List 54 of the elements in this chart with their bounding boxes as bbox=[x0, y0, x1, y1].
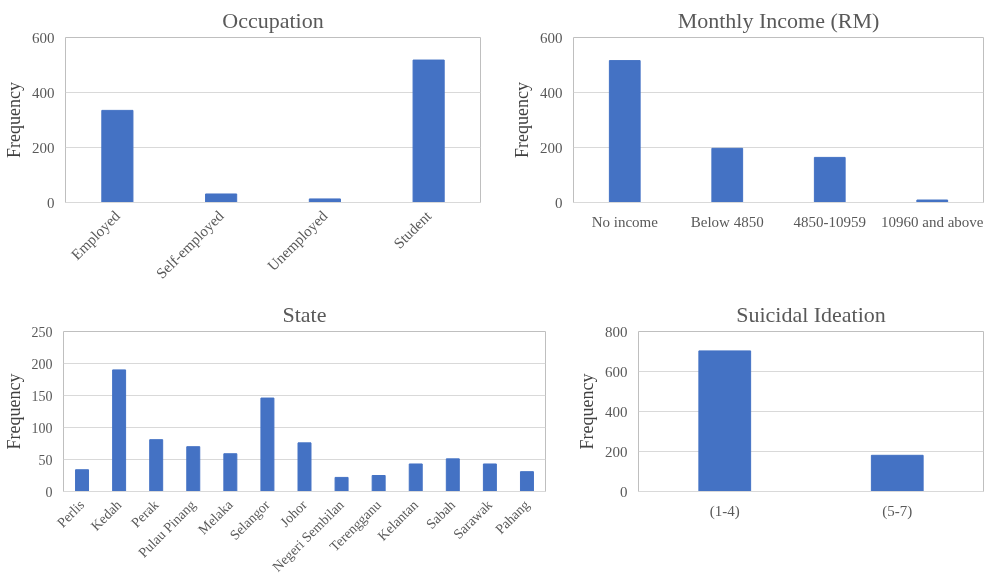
chart-title: Monthly Income (RM) bbox=[677, 7, 880, 33]
chart-title: Occupation bbox=[222, 7, 324, 33]
y-tick-label: 0 bbox=[620, 483, 628, 500]
y-tick-label: 0 bbox=[555, 194, 563, 211]
y-tick-label: 200 bbox=[31, 356, 53, 372]
y-tick-label: 150 bbox=[31, 388, 53, 404]
bar bbox=[412, 59, 445, 203]
y-tick-label: 200 bbox=[32, 139, 55, 156]
bar bbox=[112, 369, 127, 492]
bar bbox=[813, 156, 846, 203]
bar bbox=[519, 471, 534, 492]
y-axis-title: Frequency bbox=[4, 82, 24, 158]
y-tick-label: 0 bbox=[45, 484, 53, 500]
bar bbox=[334, 476, 349, 492]
y-axis-title: Frequency bbox=[577, 373, 597, 450]
y-axis-title: Frequency bbox=[512, 82, 532, 158]
bar bbox=[445, 458, 460, 492]
y-tick-label: 600 bbox=[540, 29, 563, 46]
bar bbox=[608, 60, 641, 203]
x-tick-label: 10960 and above bbox=[881, 213, 984, 230]
bar bbox=[223, 453, 238, 492]
x-tick-label: (1-4) bbox=[709, 502, 740, 520]
y-axis-title: Frequency bbox=[3, 373, 24, 450]
x-tick-label: Below 4850 bbox=[690, 213, 764, 230]
y-tick-label: 50 bbox=[38, 452, 53, 468]
y-tick-label: 800 bbox=[605, 323, 628, 340]
y-tick-label: 200 bbox=[605, 443, 628, 460]
y-tick-label: 400 bbox=[32, 84, 55, 101]
y-tick-label: 200 bbox=[540, 139, 563, 156]
bar bbox=[260, 397, 275, 492]
bar bbox=[101, 109, 134, 203]
bar bbox=[371, 475, 386, 492]
bar bbox=[205, 193, 238, 203]
bar bbox=[711, 147, 744, 203]
y-tick-label: 100 bbox=[31, 420, 53, 436]
y-tick-label: 400 bbox=[540, 84, 563, 101]
bar bbox=[308, 198, 341, 203]
x-tick-label: No income bbox=[591, 213, 659, 230]
y-tick-label: 250 bbox=[31, 324, 53, 340]
bar bbox=[482, 463, 497, 492]
bar bbox=[297, 442, 312, 492]
bar bbox=[149, 439, 164, 492]
bar bbox=[186, 446, 201, 492]
x-tick-label: (5-7) bbox=[882, 502, 913, 520]
y-tick-label: 400 bbox=[605, 403, 628, 420]
bar bbox=[916, 199, 949, 203]
chart-title: State bbox=[282, 301, 327, 327]
bar bbox=[408, 463, 423, 492]
y-tick-label: 600 bbox=[32, 29, 55, 46]
y-tick-label: 0 bbox=[47, 194, 55, 211]
chart-title: Suicidal Ideation bbox=[736, 301, 886, 327]
bar bbox=[75, 469, 90, 492]
x-tick-label: 4850-10959 bbox=[793, 213, 866, 230]
y-tick-label: 600 bbox=[605, 363, 628, 380]
